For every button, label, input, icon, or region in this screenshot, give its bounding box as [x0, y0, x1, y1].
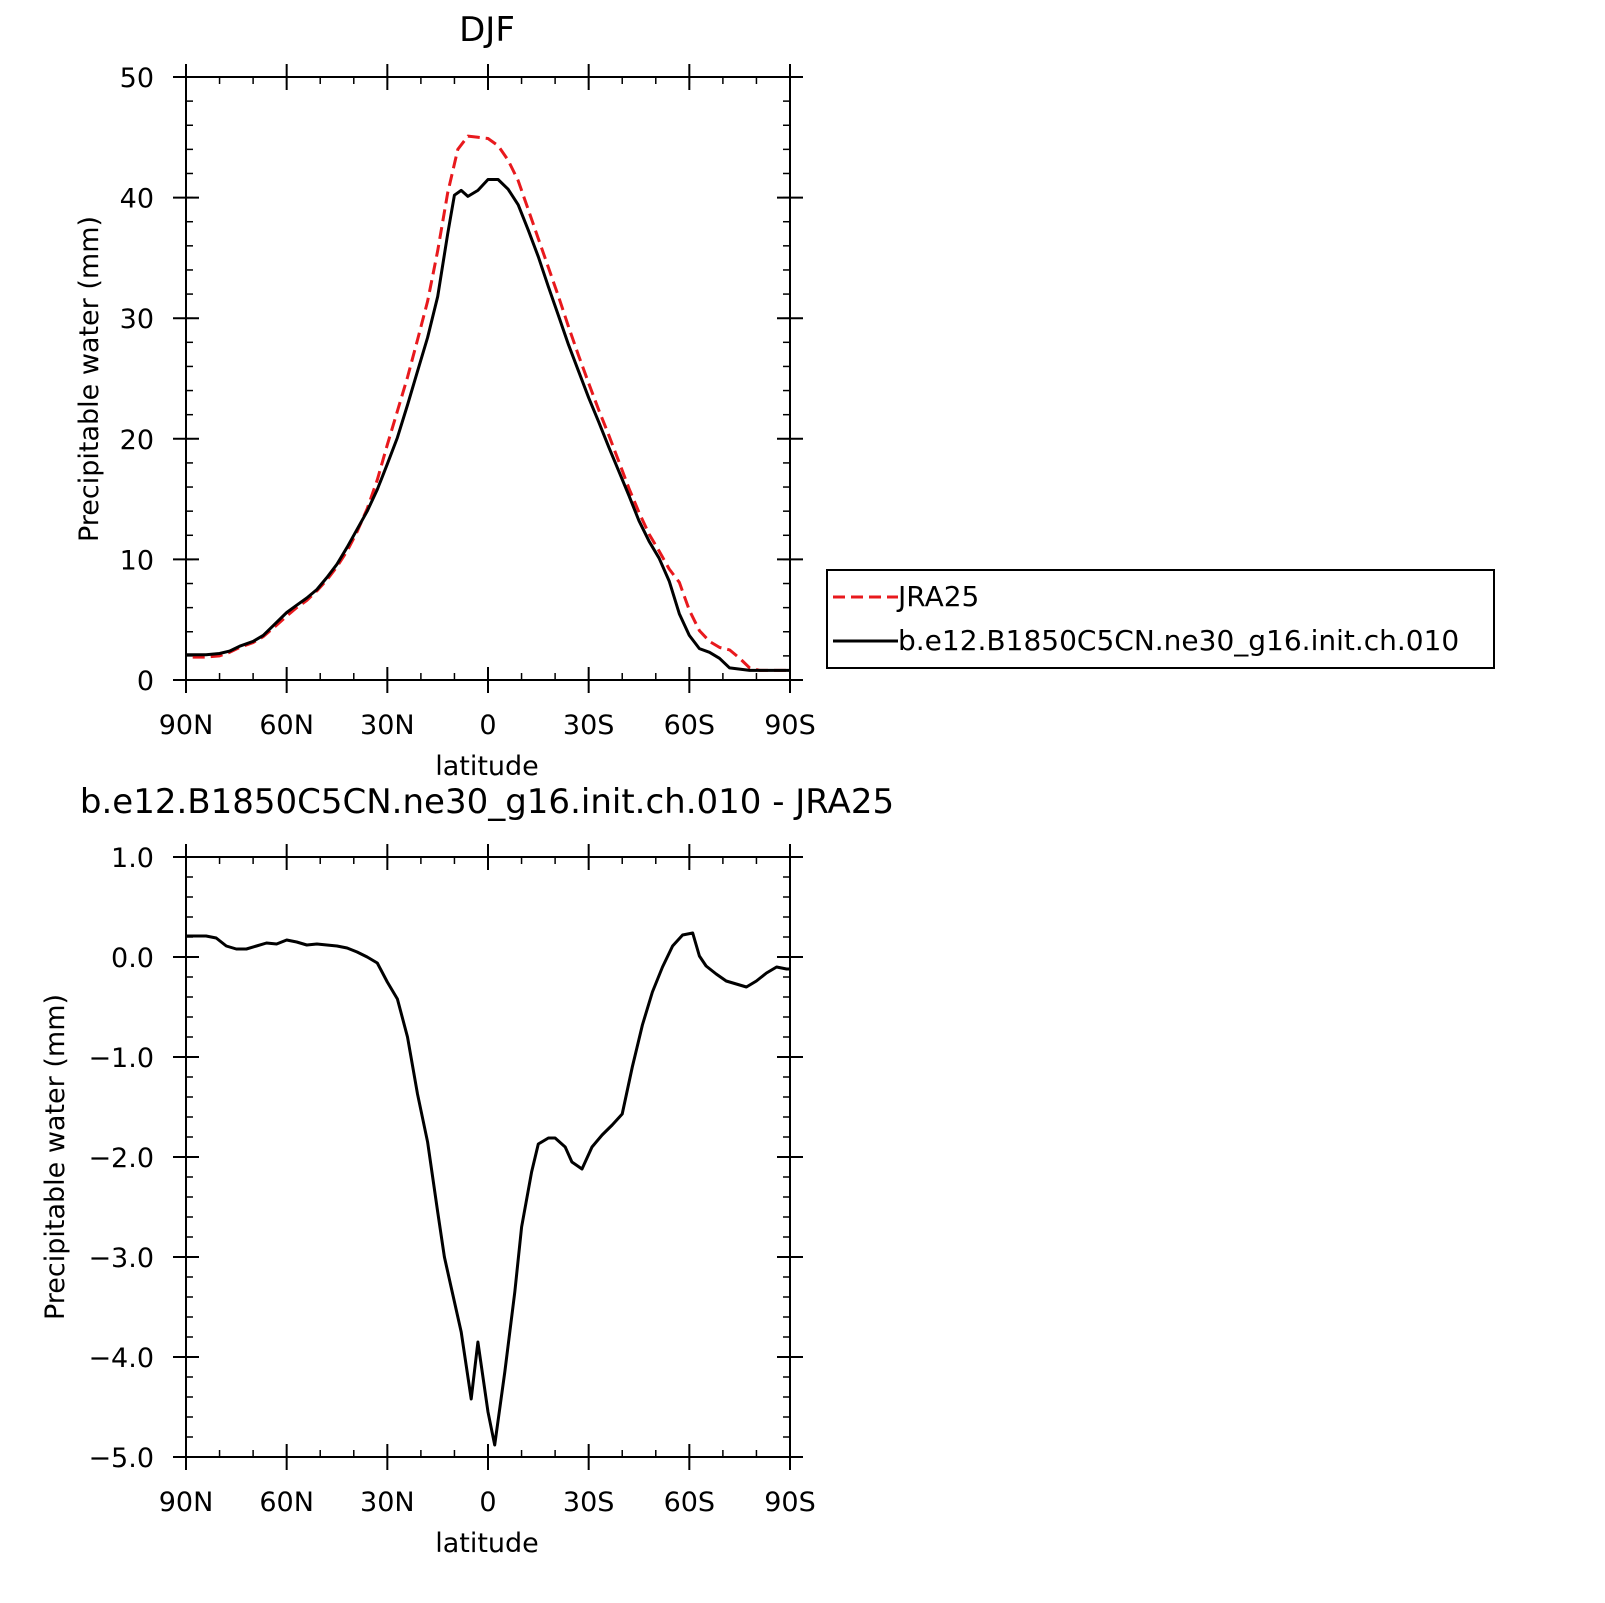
x-tick-label: 0 — [479, 710, 496, 741]
x-tick-label: 0 — [479, 1487, 496, 1518]
panel-djf: DJF 90N 60N 30N 0 30S 60S 90S 0 10 20 30 40 50 latit… — [74, 10, 816, 782]
series-group — [186, 134, 790, 672]
y-tick-label: 1.0 — [111, 843, 154, 874]
series-line-difference — [186, 931, 790, 1447]
x-tick-label: 30N — [360, 710, 415, 741]
x-tick-label: 30S — [563, 1487, 615, 1518]
y-axis-label: Precipitable water (mm) — [40, 994, 71, 1320]
y-tick-label: 0.0 — [111, 943, 154, 974]
panel-difference: b.e12.B1850C5CN.ne30_g16.init.ch.010 - J… — [40, 782, 894, 1559]
y-tick-label: −1.0 — [88, 1043, 154, 1074]
series-line-jra25 — [192, 134, 790, 672]
y-tick-label: −5.0 — [88, 1443, 154, 1474]
plot-frame — [185, 76, 791, 681]
series-group — [186, 931, 790, 1447]
axis-ticks — [173, 64, 803, 693]
x-tick-label: 90S — [764, 710, 816, 741]
tick-labels: 90N 60N 30N 0 30S 60S 90S 0 10 20 30 40 50 — [120, 63, 816, 741]
chart-title: DJF — [459, 10, 515, 50]
y-tick-label: 20 — [120, 425, 154, 456]
y-tick-label: 30 — [120, 304, 154, 335]
y-tick-label: 10 — [120, 545, 154, 576]
x-tick-label: 60N — [259, 710, 314, 741]
x-tick-label: 60S — [664, 710, 716, 741]
x-tick-label: 90N — [159, 1487, 214, 1518]
x-tick-label: 30S — [563, 710, 615, 741]
chart-title: b.e12.B1850C5CN.ne30_g16.init.ch.010 - J… — [80, 782, 894, 822]
y-tick-label: −4.0 — [88, 1343, 154, 1374]
x-axis-label: latitude — [435, 751, 539, 782]
x-axis-label: latitude — [435, 1528, 539, 1559]
legend-entry-model: b.e12.B1850C5CN.ne30_g16.init.ch.010 — [898, 624, 1459, 657]
tick-labels: 90N 60N 30N 0 30S 60S 90S 1.0 0.0 −1.0 −2.0 −3.0 −4.… — [88, 843, 815, 1518]
legend-box — [826, 569, 1495, 669]
plot-frame — [185, 856, 791, 1458]
x-tick-label: 90S — [764, 1487, 816, 1518]
y-tick-label: −2.0 — [88, 1143, 154, 1174]
x-tick-label: 30N — [360, 1487, 415, 1518]
y-tick-label: 40 — [120, 184, 154, 215]
axis-ticks — [173, 844, 803, 1470]
y-axis-label: Precipitable water (mm) — [74, 216, 105, 542]
legend-entry-jra25: JRA25 — [896, 580, 979, 613]
y-tick-label: −3.0 — [88, 1243, 154, 1274]
x-tick-label: 60N — [259, 1487, 314, 1518]
y-tick-label: 50 — [120, 63, 154, 94]
x-tick-label: 90N — [159, 710, 214, 741]
x-tick-label: 60S — [664, 1487, 716, 1518]
y-tick-label: 0 — [137, 666, 154, 697]
series-line-b-e12-b1850c5cn-ne30-g16-init-ch-010 — [186, 178, 790, 672]
legend: JRA25 b.e12.B1850C5CN.ne30_g16.init.ch.0… — [826, 569, 1495, 669]
